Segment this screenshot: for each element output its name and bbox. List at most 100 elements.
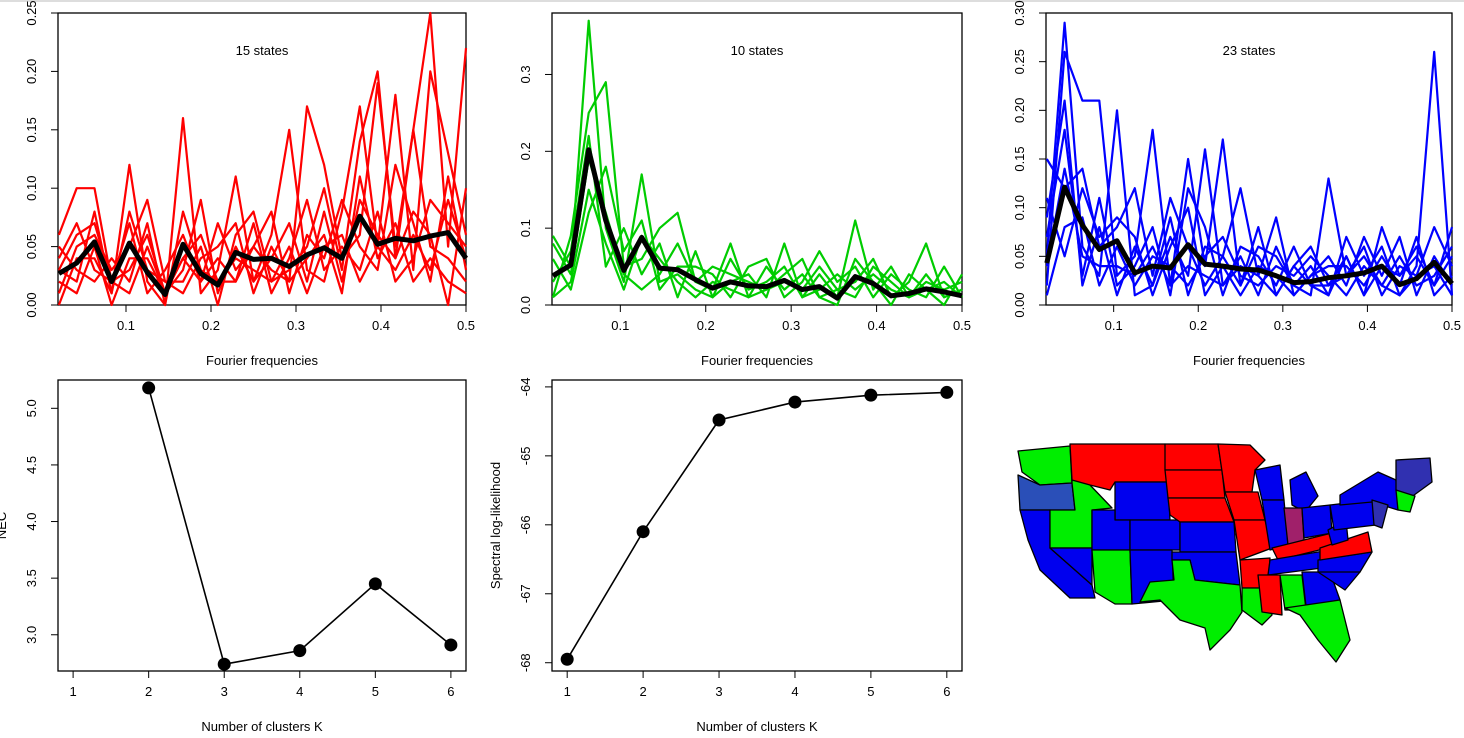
x-tick-label: 3 [715, 684, 722, 699]
spectrum-series-line [1045, 21, 1454, 297]
y-tick-label: 0.2 [518, 142, 533, 160]
y-tick-label: 0.10 [1012, 195, 1027, 220]
y-tick-label: -68 [518, 653, 533, 672]
data-point [560, 652, 574, 666]
state-indiana [1283, 507, 1305, 546]
x-tick-label: 6 [447, 684, 454, 699]
spectrum-series-line [551, 165, 963, 299]
state-nebraska [1167, 497, 1235, 523]
x-tick-label: 0.4 [1358, 318, 1376, 333]
data-point [788, 395, 802, 409]
data-point [142, 381, 156, 395]
plot-frame [551, 12, 963, 306]
y-tick-label: 0.10 [24, 176, 39, 201]
y-tick-label: 0.30 [1012, 0, 1027, 25]
y-tick-label: -66 [518, 515, 533, 534]
data-point [293, 644, 307, 658]
panel-nec-vs-k: 1 2 3 4 5 6 3.0 3.5 4.0 4.5 5.0 Number of clusters … [0, 379, 467, 734]
state-south-dakota [1164, 469, 1226, 499]
panel-loglik-vs-k: 1 2 3 4 5 6 -68 -67 -66 -65 -64 Number of clusters … [488, 377, 963, 734]
spectrum-series-line [552, 188, 963, 307]
state-colorado [1129, 519, 1181, 551]
plot-frame [551, 379, 963, 672]
x-tick-label: 0.1 [611, 318, 629, 333]
y-axis-label: NEC [0, 512, 9, 539]
state-nevada [1049, 547, 1093, 586]
y-tick-label: 4.5 [24, 456, 39, 474]
x-tick-label: 0.2 [202, 318, 220, 333]
state-florida [1284, 599, 1351, 663]
state-mississippi [1257, 574, 1283, 616]
plot-frame [57, 379, 467, 672]
y-tick-label: 0.15 [1012, 146, 1027, 171]
state-north-dakota [1164, 443, 1223, 471]
spectrum-series-line [1045, 128, 1454, 297]
y-tick-label: -65 [518, 446, 533, 465]
x-tick-label: 4 [791, 684, 798, 699]
plot-frame [57, 12, 467, 306]
y-tick-label: 0.00 [1012, 292, 1027, 317]
x-tick-label: 2 [145, 684, 152, 699]
y-tick-label: 0.00 [24, 292, 39, 317]
panel-annotation: 23 states [1223, 43, 1276, 58]
data-point [940, 385, 954, 399]
x-tick-label: 0.2 [1189, 318, 1207, 333]
state-alabama [1279, 574, 1307, 611]
y-tick-label: 0.25 [24, 0, 39, 25]
panel-annotation: 15 states [236, 43, 289, 58]
y-tick-label: 0.3 [518, 65, 533, 83]
y-tick-label: 0.05 [24, 234, 39, 259]
state-new-england-south [1395, 489, 1416, 513]
x-tick-label: 3 [221, 684, 228, 699]
state-kansas [1179, 521, 1237, 553]
y-tick-label: 0.05 [1012, 244, 1027, 269]
y-tick-label: 0.20 [24, 59, 39, 84]
y-tick-label: -64 [518, 377, 533, 396]
y-tick-label: 5.0 [24, 399, 39, 417]
data-point [368, 577, 382, 591]
y-tick-label: 0.15 [24, 117, 39, 142]
spectrum-series-line [1045, 50, 1454, 297]
x-tick-label: 0.1 [117, 318, 135, 333]
state-pennsylvania [1329, 499, 1377, 531]
x-tick-label: 2 [639, 684, 646, 699]
mean-spectrum-line [1044, 184, 1454, 288]
x-tick-label: 0.5 [1443, 318, 1461, 333]
connecting-line [147, 387, 452, 666]
state-virginia [1319, 531, 1373, 561]
x-tick-label: 0.1 [1105, 318, 1123, 333]
y-tick-label: 0.0 [518, 296, 533, 314]
x-tick-label: 1 [69, 684, 76, 699]
x-axis-label: Number of clusters K [201, 719, 323, 734]
spectrum-series-line [57, 175, 467, 306]
x-tick-label: 0.5 [953, 318, 971, 333]
spectrum-series-line [57, 198, 468, 295]
x-axis-label: Fourier frequencies [206, 353, 318, 368]
state-ohio [1301, 504, 1333, 539]
x-tick-label: 1 [564, 684, 571, 699]
spectrum-series-line [1045, 187, 1453, 297]
state-michigan [1289, 471, 1319, 513]
x-tick-label: 0.3 [782, 318, 800, 333]
y-tick-label: 3.0 [24, 626, 39, 644]
state-new-england-north [1395, 457, 1433, 499]
data-point [444, 638, 458, 652]
data-point [712, 413, 726, 427]
panel-spectra-23-states: 0.1 0.2 0.3 0.4 0.5 0.00 0.05 0.10 0.15 0.20 0.25 0… [1012, 0, 1461, 368]
panel-spectra-10-states: 0.1 0.2 0.3 0.4 0.5 0.0 0.1 0.2 0.3 Fourier frequ… [518, 12, 971, 368]
state-texas [1139, 559, 1243, 651]
x-axis-label: Fourier frequencies [701, 353, 813, 368]
x-tick-label: 0.3 [287, 318, 305, 333]
data-point [864, 388, 878, 402]
connecting-line [566, 391, 947, 660]
x-tick-label: 5 [867, 684, 874, 699]
y-tick-label: 4.0 [24, 512, 39, 530]
x-tick-label: 6 [943, 684, 950, 699]
x-tick-label: 5 [372, 684, 379, 699]
data-point [217, 657, 231, 671]
x-axis-label: Fourier frequencies [1193, 353, 1305, 368]
panel-annotation: 10 states [731, 43, 784, 58]
data-point [636, 525, 650, 539]
state-new-jersey [1371, 499, 1389, 529]
